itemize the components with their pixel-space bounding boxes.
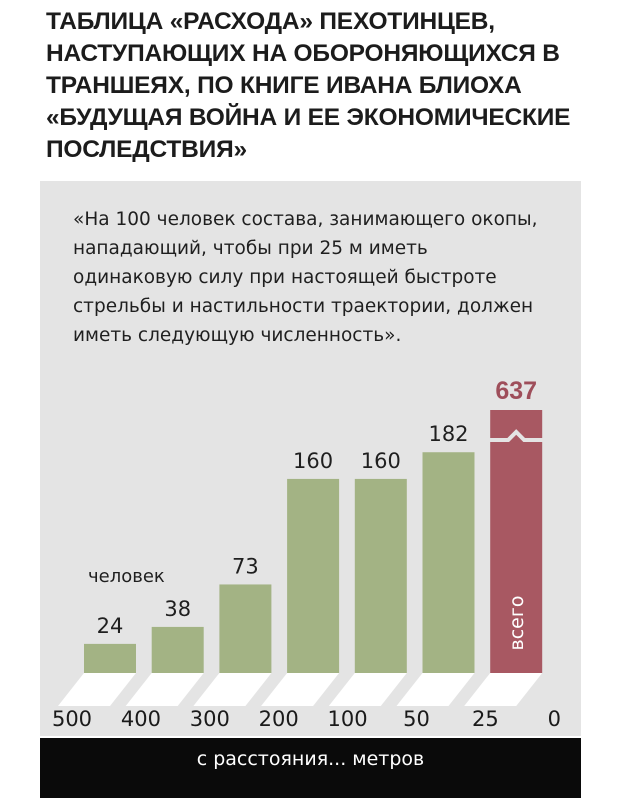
x-tick-label: 300 (190, 707, 230, 731)
x-tick-label: 200 (259, 707, 299, 731)
bar-value-label: 160 (361, 449, 401, 473)
x-tick-label: 100 (328, 707, 368, 731)
floor-segment (261, 673, 340, 706)
bar (490, 410, 543, 673)
bar-value-label: 24 (97, 614, 124, 638)
bar (422, 452, 475, 673)
bar-value-label: 182 (428, 422, 468, 446)
bar-value-label: 160 (293, 449, 333, 473)
chart-quote: «На 100 человек состава, занимающего око… (73, 209, 538, 346)
floor-segment (193, 673, 272, 706)
x-tick-label: 50 (403, 707, 430, 731)
x-tick-label: 25 (472, 707, 499, 731)
bar (354, 478, 407, 673)
y-unit-label: человек (88, 566, 165, 587)
bar (287, 478, 340, 673)
floor-segment (396, 673, 475, 706)
x-axis-title: с расстояния... метров (196, 748, 425, 770)
axis-break-mark (488, 429, 545, 442)
floor-segment (125, 673, 204, 706)
chart-title: ТАБЛИЦА «РАСХОДА» ПЕХОТИНЦЕВ, НАСТУПАЮЩИ… (46, 8, 571, 163)
bar (84, 643, 136, 673)
floor-segment (464, 673, 543, 706)
x-tick-label: 400 (121, 707, 161, 731)
x-tick-label: 500 (52, 707, 92, 731)
bar-value-label: 73 (232, 554, 259, 578)
floor-segment (328, 673, 407, 706)
x-axis-bar (40, 738, 581, 798)
bar-value-label: 637 (495, 377, 537, 405)
bar (219, 584, 272, 673)
bar-value-label: 38 (164, 597, 191, 621)
bar (151, 626, 204, 673)
highlight-note: всего (506, 596, 528, 651)
x-tick-label: 0 (548, 707, 561, 731)
floor-segment (58, 673, 136, 706)
